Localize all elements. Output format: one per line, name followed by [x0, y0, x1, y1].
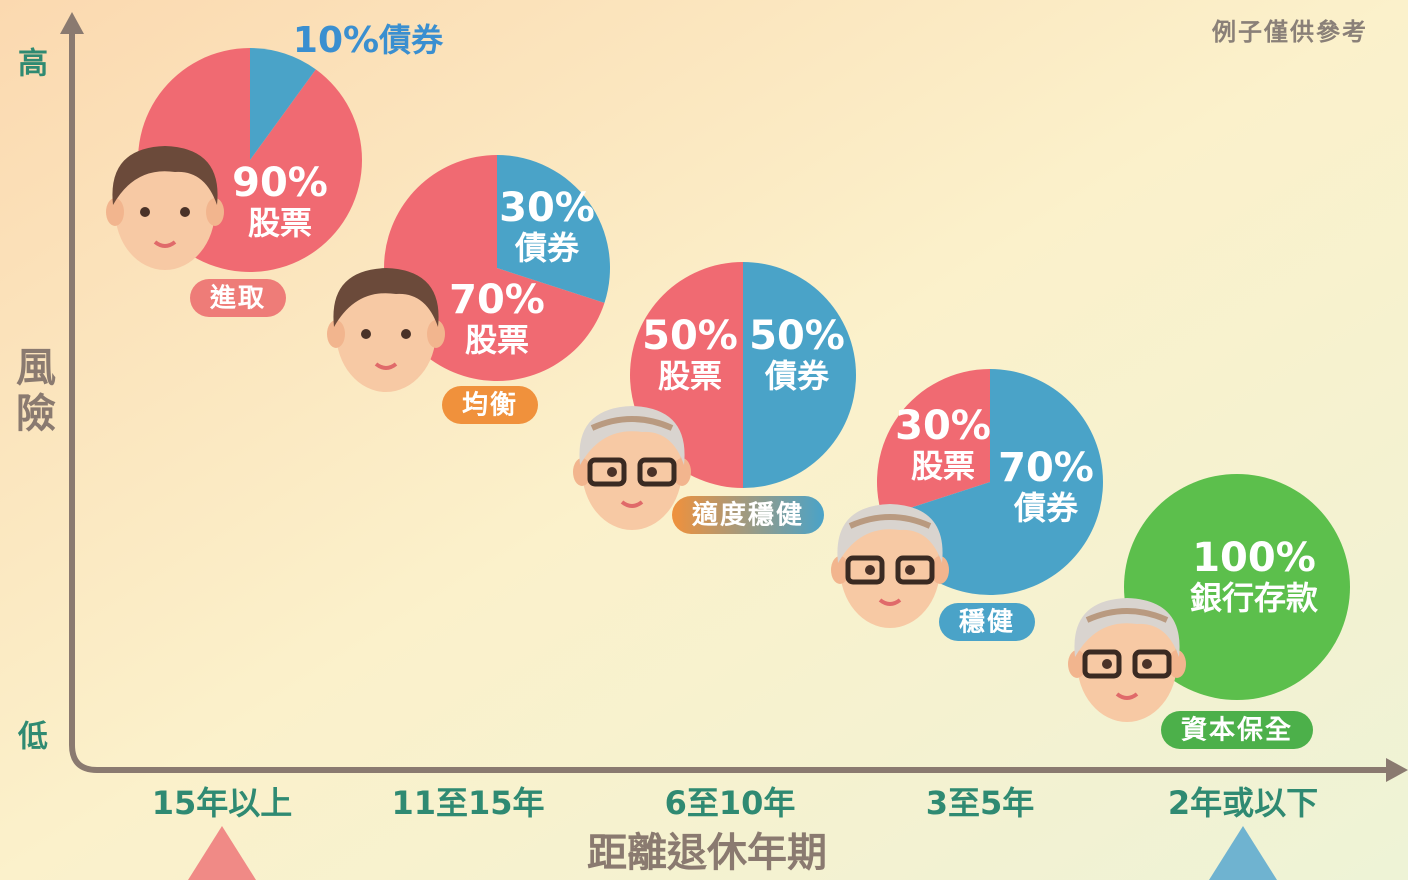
eye — [607, 467, 617, 477]
value-label: 30% — [895, 403, 991, 449]
ear — [427, 320, 445, 348]
slice-name: 債券 — [514, 229, 580, 267]
slice-name: 股票 — [465, 321, 529, 359]
ear — [106, 198, 124, 226]
eye — [180, 207, 190, 217]
profile-label: 均衡 — [462, 390, 518, 421]
value-label: 90% — [232, 160, 328, 206]
eye — [401, 329, 411, 339]
eye — [865, 565, 875, 575]
eye — [647, 467, 657, 477]
eye — [140, 207, 150, 217]
data-label: 10%債券 — [293, 20, 444, 61]
value-label: 30% — [499, 185, 595, 231]
value-label: 50% — [749, 313, 845, 359]
value-label: 70% — [998, 445, 1094, 491]
ear — [206, 198, 224, 226]
x-tick-label: 11至15年 — [391, 784, 544, 822]
x-tick-label: 6至10年 — [665, 784, 796, 822]
note: 例子僅供參考 — [1211, 18, 1368, 46]
x-axis-title: 距離退休年期 — [587, 830, 827, 876]
value-label: 50% — [642, 313, 738, 359]
x-tick-label: 2年或以下 — [1168, 784, 1318, 822]
y-low: 低 — [17, 720, 48, 755]
y-high: 高 — [18, 47, 48, 82]
value-label: 70% — [449, 277, 545, 323]
slice-name: 債券 — [1013, 489, 1079, 527]
value-label: 100% — [1192, 535, 1316, 581]
infographic: 高 低 風險 距離退休年期 例子僅供參考 15年以上 11至15年 6至10年 3至5… — [0, 0, 1408, 880]
slice-name: 股票 — [248, 204, 312, 242]
ear — [327, 320, 345, 348]
eye — [1102, 659, 1112, 669]
x-tick-label: 15年以上 — [152, 784, 293, 822]
profile-label: 穩健 — [959, 608, 1015, 638]
slice-name: 銀行存款 — [1190, 579, 1318, 617]
eye — [1142, 659, 1152, 669]
x-tick-label: 3至5年 — [926, 784, 1035, 822]
slice-name: 債券 — [378, 21, 444, 59]
eye — [905, 565, 915, 575]
eye — [361, 329, 371, 339]
slice-name: 股票 — [658, 357, 722, 395]
slice-name: 債券 — [764, 357, 830, 395]
profile-label: 資本保全 — [1181, 715, 1293, 746]
slice-name: 股票 — [911, 447, 975, 485]
y-axis-title: 風險 — [9, 346, 56, 438]
profile-label: 適度穩健 — [691, 500, 804, 531]
profile-label: 進取 — [209, 284, 266, 314]
value-label: 10% — [293, 20, 379, 61]
